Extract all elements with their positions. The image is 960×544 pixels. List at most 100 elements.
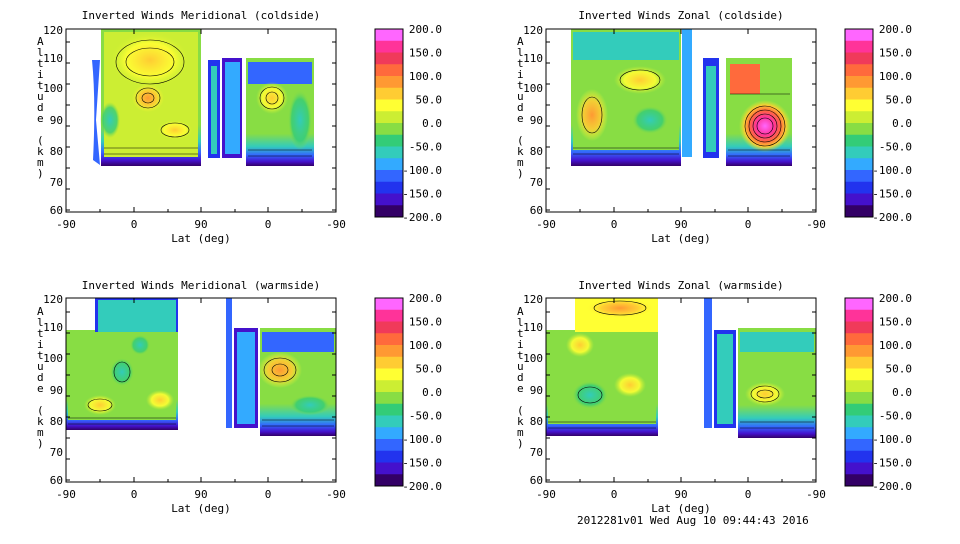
x-tick-label: 0: [745, 488, 752, 501]
data-region: [226, 298, 232, 428]
data-region: [130, 335, 150, 355]
axis-ticks: [545, 298, 817, 482]
data-region: [262, 332, 334, 352]
y-tick-label: 90: [530, 384, 543, 397]
colorbar-swatch: [845, 380, 873, 393]
y-tick-label: 110: [43, 52, 63, 65]
data-region: [572, 381, 608, 409]
y-tick-label: 100: [523, 352, 543, 365]
x-axis-label: Lat (deg): [171, 232, 231, 245]
colorbar-label: 50.0: [416, 94, 443, 107]
colorbar-swatch: [845, 368, 873, 381]
x-tick-label: 90: [194, 218, 207, 231]
y-tick-label: 60: [50, 474, 63, 487]
data-region: [211, 66, 217, 154]
data-region: [98, 300, 176, 332]
x-tick-label: 90: [674, 488, 687, 501]
colorbar-swatch: [375, 345, 403, 358]
plot-area: [571, 29, 792, 166]
data-region: [157, 120, 193, 140]
data-region: [146, 390, 174, 410]
colorbar-frame: [844, 297, 874, 487]
y-tick-label: 80: [50, 415, 63, 428]
colorbar: 200.0 150.0 100.0 50.0 0.0 -50.0 -100.0 -150.0 -…: [844, 292, 913, 493]
colorbar-swatch: [845, 298, 873, 311]
colorbar-swatch: [375, 205, 403, 218]
colorbar-label: -50.0: [409, 141, 442, 154]
x-tick-label: 0: [611, 218, 618, 231]
y-tick-label: 110: [523, 52, 543, 65]
colorbar-label: -150.0: [872, 188, 912, 201]
data-region: [632, 106, 668, 134]
data-region: [717, 334, 733, 424]
colorbar-frame: [374, 297, 404, 487]
colorbar-swatch: [375, 450, 403, 463]
colorbar: 200.0 150.0 100.0 50.0 0.0 -50.0 -100.0 -150.0 -…: [844, 23, 912, 224]
colorbar-swatch: [375, 193, 403, 206]
panel-title: Inverted Winds Meridional (coldside): [82, 9, 320, 22]
x-tick-label: 0: [265, 488, 272, 501]
x-axis-label: Lat (deg): [171, 502, 231, 515]
data-region: [573, 32, 679, 60]
colorbar-swatch: [845, 415, 873, 428]
colorbar-swatch: [845, 403, 873, 416]
x-tick-label: -90: [536, 218, 556, 231]
plot-area: [92, 29, 314, 166]
contour-lines: [104, 39, 312, 157]
colorbar-swatch: [845, 111, 873, 124]
colorbar-label: 50.0: [886, 363, 913, 376]
colorbar-label: -200.0: [402, 480, 442, 493]
colorbar-swatch: [845, 52, 873, 65]
x-tick-label: -90: [326, 218, 346, 231]
colorbar-label: -150.0: [872, 457, 912, 470]
colorbar-swatch: [845, 29, 873, 42]
colorbar-swatch: [845, 64, 873, 77]
colorbar-swatch: [375, 64, 403, 77]
colorbar-swatch: [845, 99, 873, 112]
data-region: [290, 395, 330, 415]
colorbar-swatch: [375, 474, 403, 487]
colorbar-swatch: [845, 170, 873, 183]
colorbar-label: -200.0: [872, 211, 912, 224]
colorbar-swatch: [375, 87, 403, 100]
colorbar-label: 200.0: [409, 23, 442, 36]
colorbar-swatch: [375, 123, 403, 136]
colorbar-swatch: [845, 309, 873, 322]
colorbar-label: -200.0: [872, 480, 912, 493]
y-tick-label: 100: [523, 82, 543, 95]
colorbar-swatch: [375, 462, 403, 475]
colorbar-swatch: [845, 181, 873, 194]
colorbar-swatch: [845, 356, 873, 369]
colorbar-swatch: [845, 76, 873, 89]
colorbar-swatch: [375, 309, 403, 322]
colorbar-swatch: [375, 321, 403, 334]
colorbar-label: 0.0: [422, 117, 442, 130]
x-axis-label: Lat (deg): [651, 232, 711, 245]
plot-area: [66, 298, 336, 436]
data-region: [682, 29, 692, 157]
colorbar-swatch: [845, 193, 873, 206]
x-tick-label: 0: [131, 218, 138, 231]
colorbar-label: 100.0: [879, 70, 912, 83]
colorbar-swatch: [375, 170, 403, 183]
colorbar-swatch: [375, 134, 403, 147]
colorbar-swatch: [845, 450, 873, 463]
x-tick-label: -90: [536, 488, 556, 501]
colorbar-swatch: [845, 40, 873, 53]
x-tick-label: 0: [131, 488, 138, 501]
data-region: [614, 373, 646, 397]
colorbar-swatch: [375, 298, 403, 311]
colorbar-label: -100.0: [872, 433, 912, 446]
colorbar-swatch: [845, 392, 873, 405]
colorbar-swatch: [375, 392, 403, 405]
colorbar-swatch: [845, 123, 873, 136]
data-region: [110, 32, 190, 88]
x-tick-label: -90: [56, 218, 76, 231]
y-tick-label: 60: [530, 474, 543, 487]
colorbar-label: -100.0: [402, 433, 442, 446]
colorbar-swatch: [375, 181, 403, 194]
x-axis-label: Lat (deg): [651, 502, 711, 515]
colorbar-swatch: [845, 158, 873, 171]
x-tick-label: -90: [326, 488, 346, 501]
